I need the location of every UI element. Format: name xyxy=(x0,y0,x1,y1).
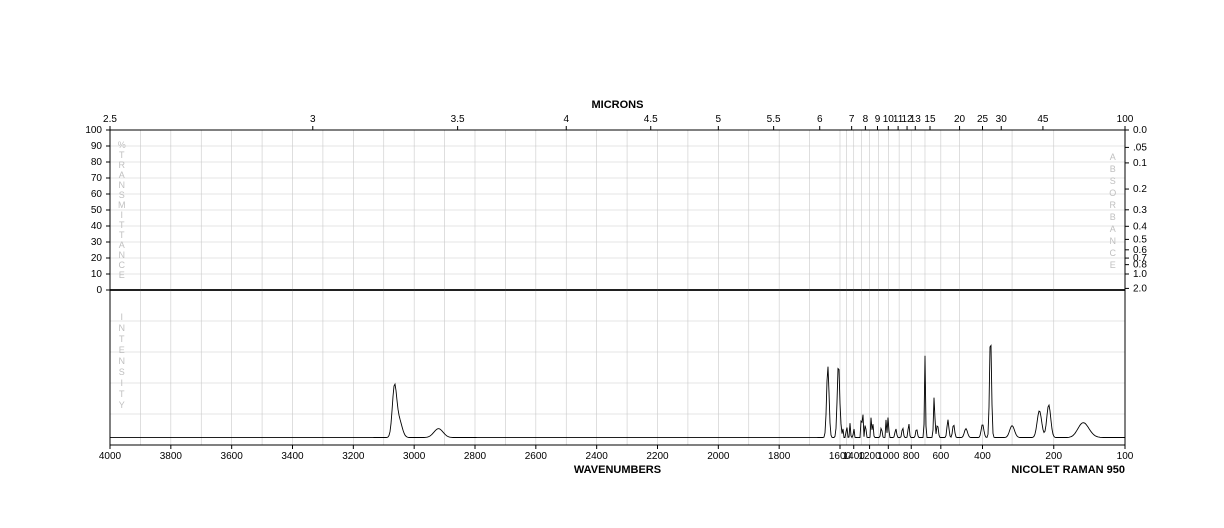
bottom-axis-title: WAVENUMBERS xyxy=(574,464,661,476)
x-tick-label: 3400 xyxy=(281,451,304,462)
pct-tick-label: 40 xyxy=(91,221,103,232)
pct-tick-label: 70 xyxy=(91,173,103,184)
transmittance-label-letter: N xyxy=(119,250,126,260)
x-tick-label: 2400 xyxy=(586,451,609,462)
pct-tick-label: 30 xyxy=(91,237,103,248)
pct-tick-label: 0 xyxy=(96,285,102,296)
abs-tick-label: 0.4 xyxy=(1133,221,1147,232)
x-tick-label: 2800 xyxy=(464,451,487,462)
micron-tick-label: 5 xyxy=(716,114,722,125)
micron-tick-label: 7 xyxy=(849,114,855,125)
abs-tick-label: 0.2 xyxy=(1133,184,1147,195)
transmittance-label-letter: N xyxy=(119,180,126,190)
absorbance-label-letter: S xyxy=(1110,176,1117,186)
abs-tick-label: .05 xyxy=(1133,142,1147,153)
pct-tick-label: 50 xyxy=(91,205,103,216)
transmittance-label-letter: E xyxy=(119,270,126,280)
transmittance-label-letter: T xyxy=(119,230,125,240)
transmittance-label-letter: I xyxy=(120,210,123,220)
transmittance-label-letter: C xyxy=(119,260,126,270)
intensity-label-letter: T xyxy=(119,389,125,399)
pct-tick-label: 100 xyxy=(85,125,102,136)
top-axis-title: MICRONS xyxy=(592,99,644,111)
intensity-label-letter: Y xyxy=(119,400,126,410)
micron-tick-label: 2.5 xyxy=(103,114,117,125)
micron-tick-label: 6 xyxy=(817,114,823,125)
intensity-label-letter: N xyxy=(119,323,126,333)
transmittance-label-letter: A xyxy=(119,170,126,180)
absorbance-label-letter: R xyxy=(1110,200,1117,210)
x-tick-label: 400 xyxy=(974,451,991,462)
x-tick-label: 3000 xyxy=(403,451,426,462)
micron-tick-label: 20 xyxy=(954,114,966,125)
abs-tick-label: 0.1 xyxy=(1133,158,1147,169)
transmittance-label-letter: R xyxy=(119,160,126,170)
micron-tick-label: 4.5 xyxy=(644,114,658,125)
abs-tick-label: 1.0 xyxy=(1133,269,1147,280)
pct-tick-label: 90 xyxy=(91,141,103,152)
micron-tick-label: 100 xyxy=(1117,114,1134,125)
micron-tick-label: 13 xyxy=(910,114,922,125)
micron-tick-label: 25 xyxy=(977,114,989,125)
x-tick-label: 1800 xyxy=(768,451,791,462)
x-tick-label: 1000 xyxy=(877,451,900,462)
pct-tick-label: 60 xyxy=(91,189,103,200)
abs-tick-label: 0.3 xyxy=(1133,205,1147,216)
transmittance-label-letter: % xyxy=(118,140,127,150)
micron-tick-label: 9 xyxy=(875,114,881,125)
transmittance-label-letter: A xyxy=(119,240,126,250)
intensity-label-letter: E xyxy=(119,345,126,355)
intensity-label-letter: S xyxy=(119,367,126,377)
x-tick-label: 3200 xyxy=(342,451,365,462)
x-tick-label: 3800 xyxy=(160,451,183,462)
transmittance-label-letter: S xyxy=(119,190,126,200)
abs-tick-label: 0.5 xyxy=(1133,234,1147,245)
micron-tick-label: 45 xyxy=(1037,114,1049,125)
x-tick-label: 2600 xyxy=(525,451,548,462)
x-tick-label: 600 xyxy=(932,451,949,462)
x-tick-label: 100 xyxy=(1117,451,1134,462)
micron-tick-label: 30 xyxy=(996,114,1008,125)
transmittance-label-letter: T xyxy=(119,220,125,230)
intensity-label-letter: I xyxy=(120,312,123,322)
absorbance-label-letter: A xyxy=(1110,152,1117,162)
absorbance-label-letter: O xyxy=(1109,188,1117,198)
micron-tick-label: 3 xyxy=(310,114,316,125)
intensity-label-letter: T xyxy=(119,334,125,344)
micron-tick-label: 8 xyxy=(863,114,869,125)
intensity-label-letter: N xyxy=(119,356,126,366)
x-tick-label: 200 xyxy=(1045,451,1062,462)
transmittance-label-letter: T xyxy=(119,150,125,160)
chart-svg: 4000380036003400320030002800260024002200… xyxy=(0,0,1224,528)
absorbance-label-letter: C xyxy=(1110,248,1117,258)
x-tick-label: 2200 xyxy=(646,451,669,462)
micron-tick-label: 3.5 xyxy=(451,114,465,125)
intensity-label-letter: I xyxy=(120,378,123,388)
absorbance-label-letter: B xyxy=(1110,212,1117,222)
micron-tick-label: 15 xyxy=(924,114,936,125)
absorbance-label-letter: E xyxy=(1110,260,1117,270)
transmittance-label-letter: M xyxy=(118,200,126,210)
instrument-label: NICOLET RAMAN 950 xyxy=(1011,464,1125,476)
absorbance-label-letter: A xyxy=(1110,224,1117,234)
pct-tick-label: 80 xyxy=(91,157,103,168)
x-tick-label: 2000 xyxy=(707,451,730,462)
micron-tick-label: 4 xyxy=(563,114,569,125)
abs-tick-label: 2.0 xyxy=(1133,283,1147,294)
micron-tick-label: 5.5 xyxy=(767,114,781,125)
spectrum-chart: 4000380036003400320030002800260024002200… xyxy=(0,0,1224,528)
pct-tick-label: 20 xyxy=(91,253,103,264)
x-tick-label: 800 xyxy=(903,451,920,462)
absorbance-label-letter: N xyxy=(1110,236,1117,246)
x-tick-label: 3600 xyxy=(221,451,244,462)
pct-tick-label: 10 xyxy=(91,269,103,280)
abs-tick-label: 0.0 xyxy=(1133,125,1147,136)
x-tick-label: 4000 xyxy=(99,451,122,462)
absorbance-label-letter: B xyxy=(1110,164,1117,174)
